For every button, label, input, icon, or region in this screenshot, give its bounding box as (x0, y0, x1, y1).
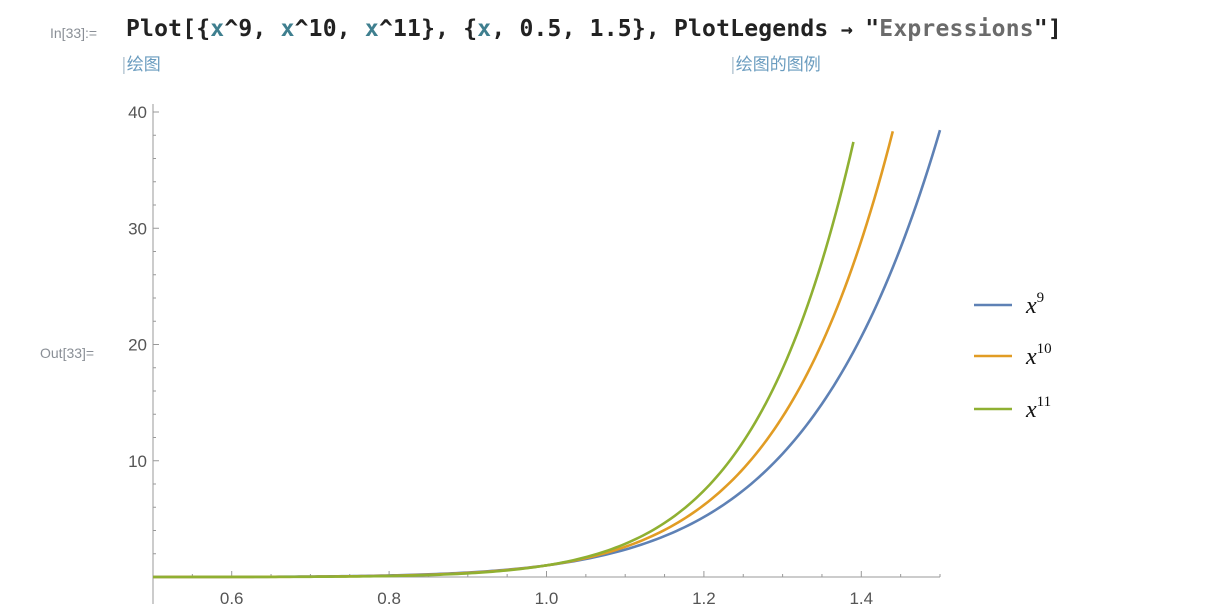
input-token: ^11}, { (378, 16, 478, 42)
x-tick-label: 1.0 (535, 589, 559, 608)
input-token: x (477, 16, 492, 42)
input-token: → (828, 17, 866, 41)
y-tick-label: 20 (128, 336, 147, 355)
input-token: ^10, (294, 16, 365, 42)
input-expression[interactable]: Plot[{x^9, x^10, x^11}, {x, 0.5, 1.5}, P… (126, 16, 1062, 42)
y-tick-label: 30 (128, 219, 147, 238)
input-token: ^9, (224, 16, 281, 42)
x-tick-label: 1.2 (692, 589, 716, 608)
series-line-10 (153, 131, 895, 579)
input-cell-label: In[33]:= (50, 25, 98, 41)
x-tick-label: 0.8 (377, 589, 401, 608)
input-token: "] (1033, 16, 1062, 42)
output-cell-label: Out[33]= (40, 345, 95, 361)
series-line-11 (153, 141, 855, 579)
autocomplete-hint-plot: |绘图 (121, 55, 161, 75)
input-token: " (865, 16, 880, 42)
input-token: Expressions (879, 16, 1034, 42)
legend-label: x11 (1025, 394, 1051, 423)
series-line-9 (153, 129, 942, 579)
input-token: , 0.5, 1.5}, PlotLegends (491, 16, 829, 42)
x-tick-label: 1.4 (849, 589, 873, 608)
legend-label: x9 (1025, 290, 1044, 319)
input-token: Plot[{ (126, 16, 211, 42)
legend-label: x10 (1025, 341, 1052, 370)
y-tick-label: 40 (128, 103, 147, 122)
input-token: x (280, 16, 295, 42)
input-token: x (210, 16, 225, 42)
autocomplete-hint-legend: |绘图的图例 (730, 55, 821, 75)
input-token: x (364, 16, 379, 42)
y-tick-label: 10 (128, 452, 147, 471)
x-tick-label: 0.6 (220, 589, 244, 608)
